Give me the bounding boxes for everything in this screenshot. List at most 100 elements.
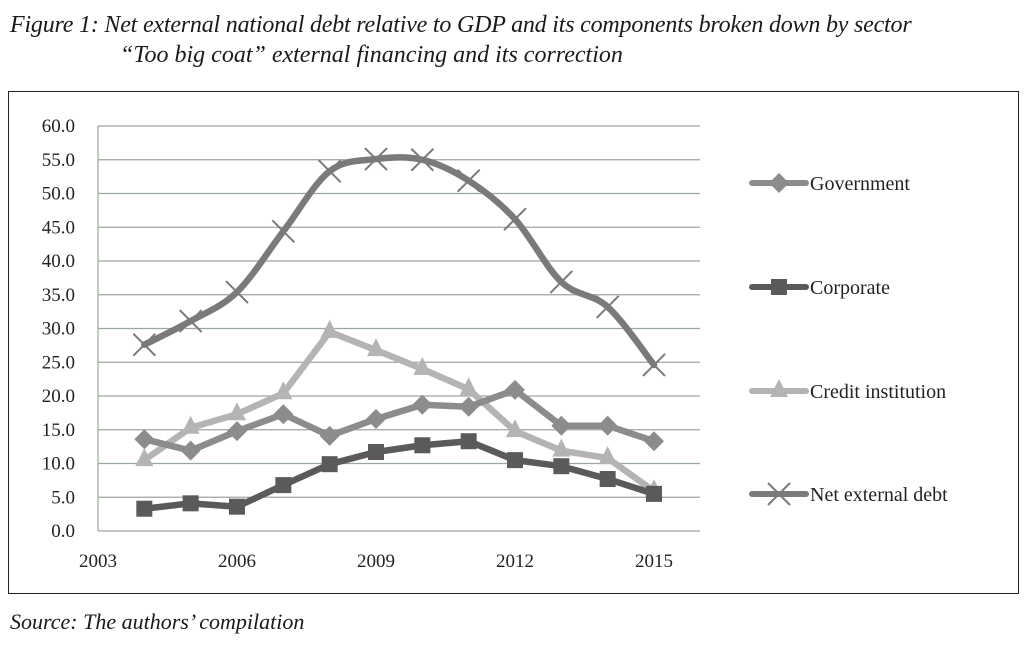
series-net-external-debt xyxy=(132,147,666,377)
marker-stroke xyxy=(503,207,527,231)
marker-stroke xyxy=(317,159,342,183)
data-point xyxy=(182,495,199,512)
legend-label: Credit institution xyxy=(810,381,946,403)
legend-marker xyxy=(767,482,791,506)
y-tick-label: 0.0 xyxy=(51,521,75,542)
data-point xyxy=(228,402,246,421)
data-point xyxy=(227,421,247,442)
legend-label: Net external debt xyxy=(810,484,948,506)
x-tick-label: 2009 xyxy=(357,551,395,572)
x-tick-label: 2015 xyxy=(635,551,673,572)
x-tick-label: 2006 xyxy=(218,551,256,572)
chart-frame xyxy=(8,91,1019,594)
data-point xyxy=(595,295,620,319)
legend-marker xyxy=(771,279,787,295)
data-point xyxy=(275,477,292,494)
data-point xyxy=(274,381,293,400)
y-tick-label: 35.0 xyxy=(42,285,75,306)
marker-stroke xyxy=(549,270,574,294)
legend-label: Corporate xyxy=(810,277,890,299)
marker-stroke xyxy=(178,309,203,333)
data-point xyxy=(229,498,245,515)
y-tick-label: 30.0 xyxy=(42,319,75,340)
data-point xyxy=(507,452,523,469)
legend-item: Credit institution xyxy=(749,379,946,403)
y-axis-ticks: 0.0 5.0 10.0 15.0 20.0 25.0 30.0 35.0 40.0 45.0 50… xyxy=(42,116,75,542)
figure-source: Source: The authors’ compilation xyxy=(10,609,305,634)
marker-stroke xyxy=(364,147,388,171)
y-tick-label: 45.0 xyxy=(42,217,75,238)
data-point xyxy=(132,332,157,357)
data-point xyxy=(414,437,431,454)
y-tick-label: 55.0 xyxy=(42,150,75,171)
marker-stroke xyxy=(410,148,435,172)
data-point xyxy=(553,458,570,475)
y-tick-label: 60.0 xyxy=(42,116,75,137)
legend-marker xyxy=(769,173,789,193)
marker-stroke xyxy=(456,168,481,193)
data-point xyxy=(317,159,342,183)
data-point xyxy=(368,444,384,461)
legend: Government Corporate Credit institution Net… xyxy=(749,173,948,506)
data-point xyxy=(644,431,664,452)
data-point xyxy=(319,425,340,446)
data-point xyxy=(134,429,155,450)
data-point xyxy=(136,500,153,517)
data-point xyxy=(271,219,296,244)
data-point xyxy=(364,147,388,171)
data-point xyxy=(549,270,574,294)
figure-title-line2: “Too big coat” external financing and it… xyxy=(120,42,623,68)
y-tick-label: 10.0 xyxy=(42,454,75,475)
data-point xyxy=(321,456,338,473)
data-point xyxy=(410,148,435,172)
data-point xyxy=(225,280,249,304)
data-point xyxy=(597,415,618,436)
series-line xyxy=(141,328,658,495)
data-point xyxy=(646,485,662,502)
legend-item: Net external debt xyxy=(749,482,948,506)
data-point xyxy=(273,404,294,425)
y-tick-label: 50.0 xyxy=(42,184,75,205)
marker-stroke xyxy=(271,219,296,244)
gridlines xyxy=(97,125,700,532)
data-point xyxy=(181,415,200,434)
data-point xyxy=(598,446,617,465)
data-point xyxy=(135,448,154,467)
y-tick-label: 40.0 xyxy=(42,251,75,272)
data-point xyxy=(366,408,386,429)
legend-item: Corporate xyxy=(749,277,890,299)
y-tick-label: 5.0 xyxy=(51,487,75,508)
series-government xyxy=(134,379,664,461)
data-point xyxy=(456,168,481,193)
data-point xyxy=(505,379,525,400)
data-point xyxy=(506,419,524,438)
marker-stroke xyxy=(225,280,249,304)
series-corporate xyxy=(136,433,662,517)
marker-stroke xyxy=(767,482,791,506)
data-point xyxy=(180,440,201,461)
data-point xyxy=(412,394,433,415)
data-point xyxy=(551,415,572,436)
data-point xyxy=(459,377,478,396)
data-point xyxy=(642,353,666,377)
y-tick-label: 20.0 xyxy=(42,386,75,407)
marker-stroke xyxy=(595,295,620,319)
data-point xyxy=(178,309,203,333)
marker-stroke xyxy=(132,332,157,357)
data-point xyxy=(599,471,616,488)
figure-title-line1: Figure 1: Net external national debt rel… xyxy=(10,12,912,38)
series-lines xyxy=(132,147,666,517)
y-tick-label: 25.0 xyxy=(42,352,75,373)
legend-item: Government xyxy=(749,173,910,195)
legend-label: Government xyxy=(810,173,910,195)
data-point xyxy=(367,338,385,357)
data-point xyxy=(552,438,571,457)
x-tick-label: 2003 xyxy=(79,551,117,572)
y-tick-label: 15.0 xyxy=(42,420,75,441)
data-point xyxy=(320,319,339,338)
marker-stroke xyxy=(642,353,666,377)
x-axis-ticks: 2003 2006 2009 2012 2015 xyxy=(79,551,673,572)
data-point xyxy=(460,433,477,450)
data-point xyxy=(503,207,527,231)
